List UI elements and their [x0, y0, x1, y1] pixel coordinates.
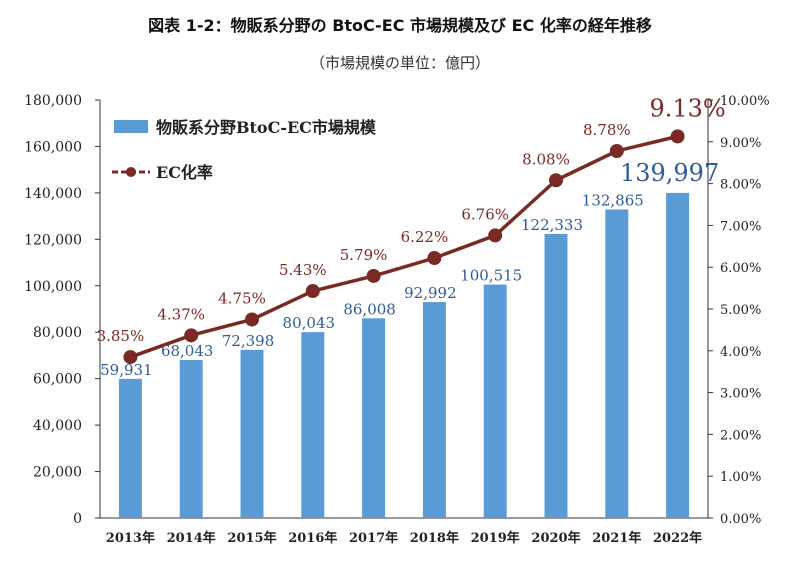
bar	[179, 359, 203, 518]
ec-rate-point	[549, 173, 563, 188]
x-tick-label: 2016年	[288, 530, 337, 546]
bar	[483, 284, 507, 518]
x-tick-label: 2019年	[471, 530, 520, 546]
bar-value-label: 68,043	[161, 342, 214, 360]
left-tick-label: 0	[73, 511, 82, 527]
left-tick-label: 80,000	[33, 325, 82, 341]
right-tick-label: 8.00%	[720, 178, 761, 193]
bar	[301, 332, 325, 518]
right-tick-label: 3.00%	[720, 387, 761, 402]
chart-title: 図表 1-2：物販系分野の BtoC-EC 市場規模及び EC 化率の経年推移	[148, 16, 652, 35]
x-tick-label: 2014年	[167, 530, 216, 546]
bar	[544, 233, 568, 518]
bar-value-label: 122,333	[521, 216, 583, 234]
x-tick-label: 2015年	[227, 530, 276, 546]
right-tick-label: 10.00%	[720, 94, 770, 109]
right-tick-label: 1.00%	[720, 470, 761, 485]
right-tick-label: 7.00%	[720, 219, 761, 234]
right-tick-label: 4.00%	[720, 345, 761, 360]
line-value-label: 4.37%	[157, 305, 205, 323]
ec-rate-point	[488, 228, 503, 243]
line-value-label: 5.79%	[340, 246, 388, 264]
line-value-label: 8.08%	[522, 150, 570, 168]
ec-rate-line	[129, 134, 679, 359]
x-tick-label: 2022年	[653, 530, 702, 546]
left-tick-label: 60,000	[33, 372, 82, 388]
right-tick-label: 6.00%	[720, 261, 761, 276]
line-value-label: 4.75%	[218, 289, 266, 307]
bar-value-label: 59,931	[100, 361, 153, 379]
bar-value-label: 139,997	[620, 159, 719, 187]
line-value-label: 8.78%	[583, 121, 631, 139]
bar	[605, 209, 629, 518]
right-tick-label: 5.00%	[720, 303, 761, 318]
bar	[240, 349, 264, 518]
legend-bar-swatch	[114, 120, 148, 133]
right-tick-label: 0.00%	[720, 512, 761, 527]
line-value-label: 9.13%	[649, 94, 725, 122]
chart-subtitle: （市場規模の単位：億円）	[309, 54, 490, 72]
bar-value-label: 100,515	[460, 267, 522, 285]
left-tick-label: 20,000	[33, 465, 82, 481]
x-tick-label: 2020年	[531, 530, 580, 546]
left-tick-label: 100,000	[24, 279, 82, 295]
bar-value-label: 72,398	[222, 332, 275, 350]
left-tick-label: 120,000	[24, 232, 82, 248]
ec-rate-point	[427, 251, 442, 266]
line-value-label: 5.43%	[279, 261, 327, 279]
ec-rate-point	[184, 328, 199, 343]
ec-rate-point	[609, 143, 624, 158]
ec-rate-point	[123, 350, 138, 365]
bar	[118, 378, 142, 518]
left-tick-label: 180,000	[24, 93, 82, 109]
right-tick-label: 9.00%	[720, 136, 761, 151]
left-tick-label: 40,000	[33, 418, 82, 434]
legend-line-label: EC化率	[156, 163, 213, 182]
bar-value-label: 80,043	[283, 314, 336, 332]
ec-rate-point	[245, 312, 259, 327]
bar	[666, 192, 690, 518]
bar	[422, 302, 446, 518]
bar-value-label: 132,865	[582, 191, 644, 209]
legend-line-marker	[126, 167, 136, 177]
x-tick-label: 2018年	[410, 530, 459, 546]
line-value-label: 6.22%	[401, 228, 449, 246]
line-value-label: 6.76%	[461, 205, 509, 223]
bar	[362, 318, 386, 518]
ec-rate-point	[366, 268, 381, 283]
bar-value-label: 86,008	[343, 300, 396, 318]
left-tick-label: 160,000	[24, 139, 82, 155]
line-value-label: 3.85%	[97, 327, 145, 345]
x-tick-label: 2013年	[106, 530, 155, 546]
legend-bar-label: 物販系分野BtoC-EC市場規模	[156, 118, 377, 137]
bar-value-label: 92,992	[404, 284, 457, 302]
left-tick-label: 140,000	[24, 186, 82, 202]
right-tick-label: 2.00%	[720, 428, 761, 443]
x-tick-label: 2017年	[349, 530, 398, 546]
ec-rate-point	[670, 129, 685, 144]
x-tick-label: 2021年	[592, 530, 641, 546]
ec-rate-point	[305, 284, 320, 299]
